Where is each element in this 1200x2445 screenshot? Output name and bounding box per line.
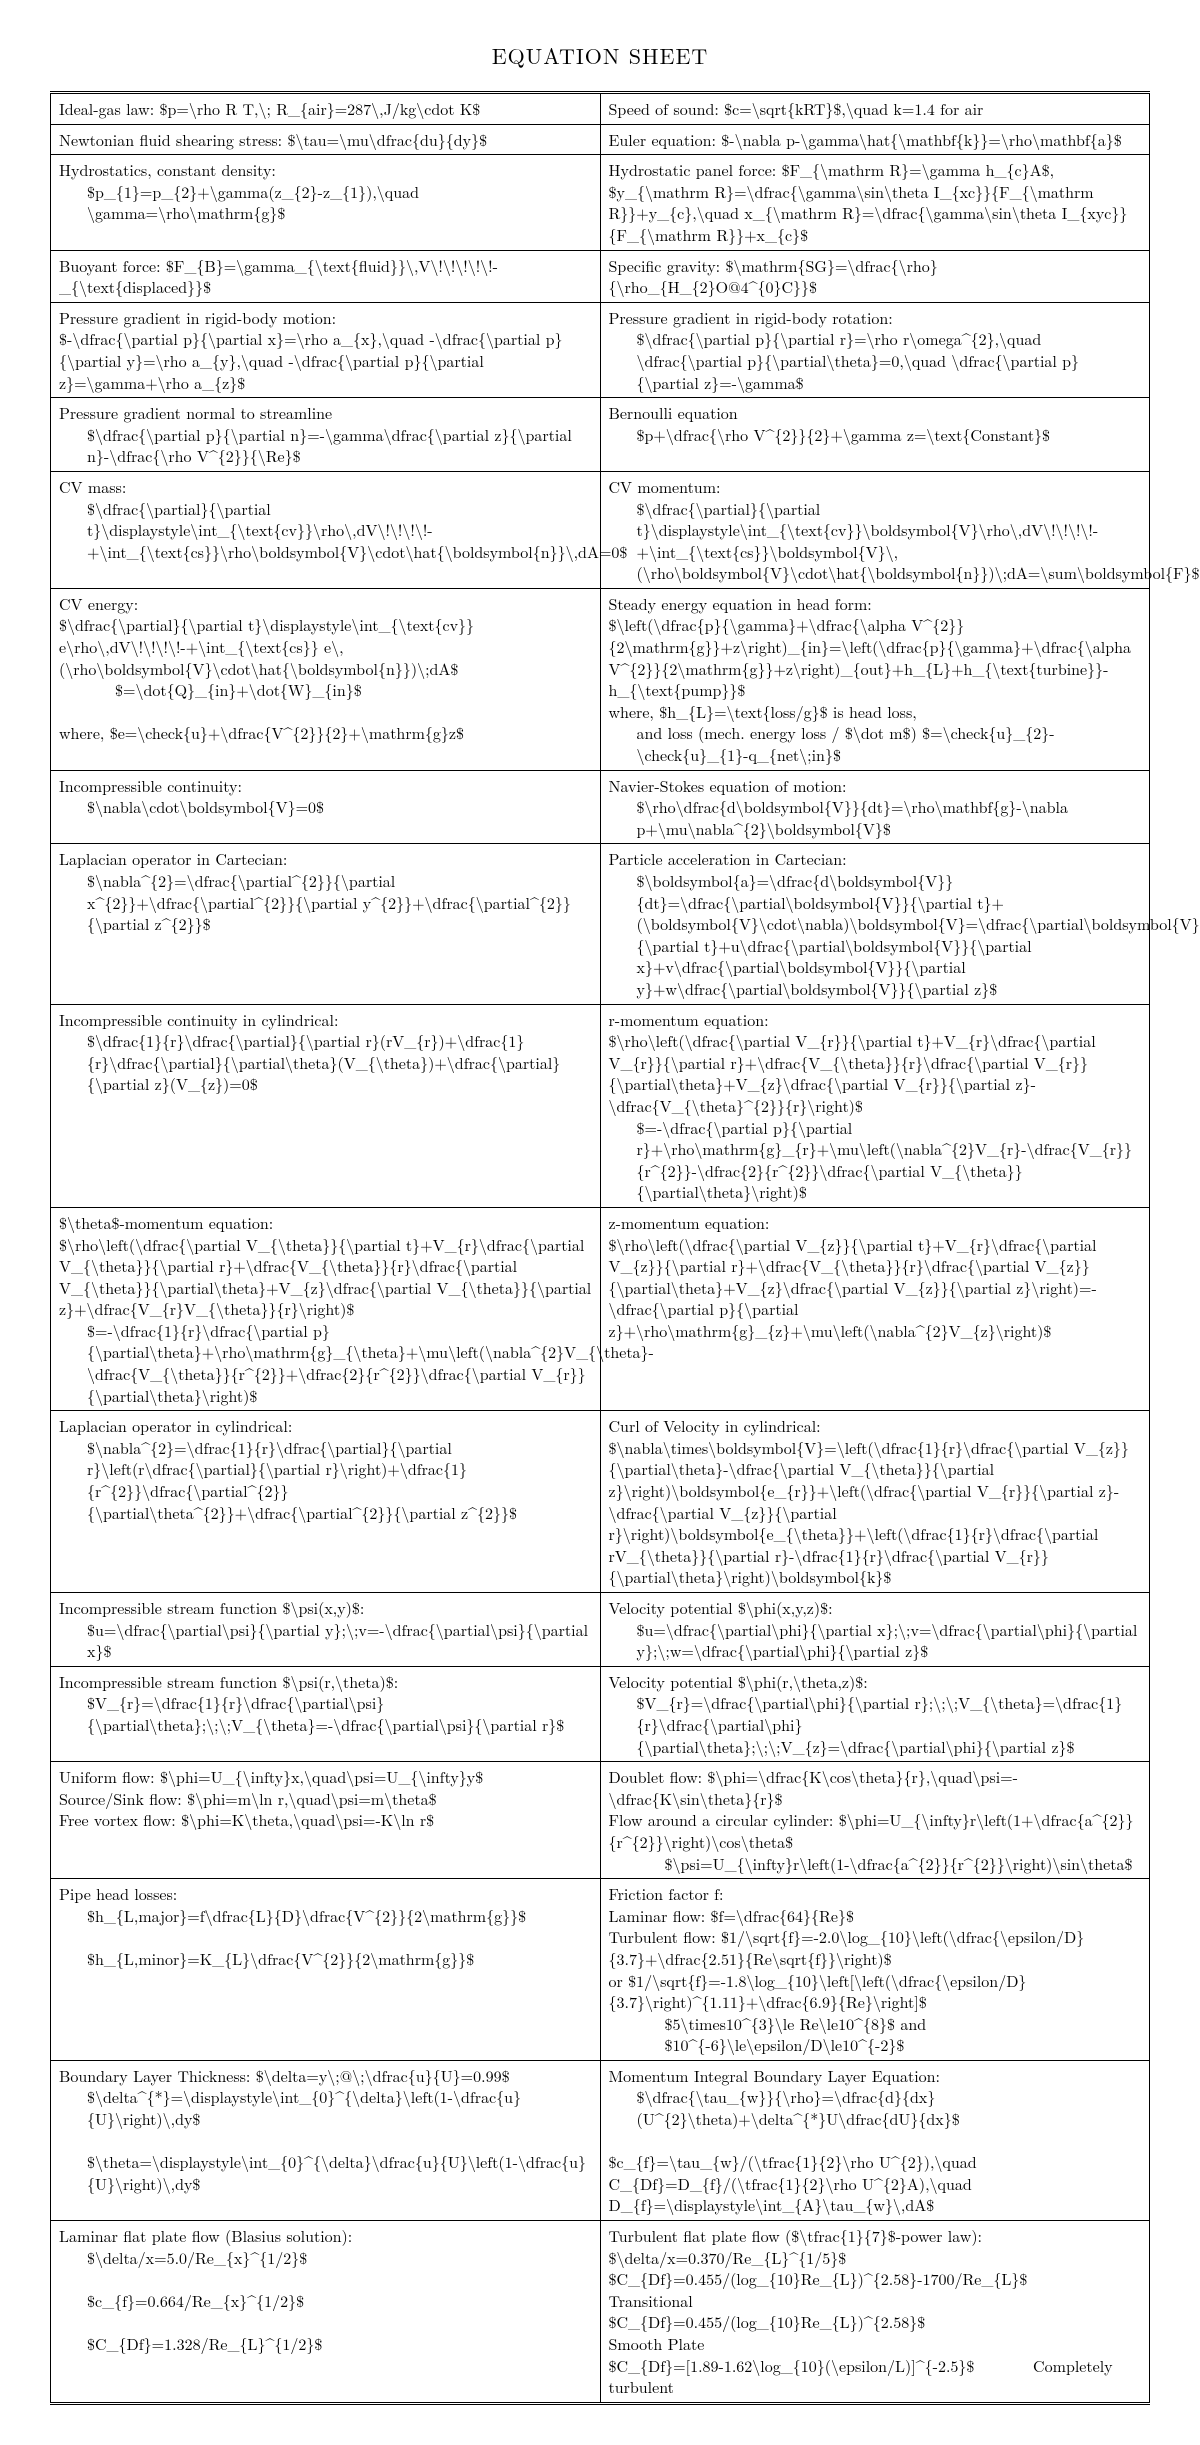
table-row: Hydrostatics, constant density:$p_{1}=p_… [51, 155, 1150, 250]
cell-left: Incompressible stream function $\psi(r,\… [51, 1666, 601, 1761]
cell-right: Steady energy equation in head form:$\le… [600, 588, 1150, 770]
table-row: Pressure gradient in rigid-body motion:$… [51, 302, 1150, 397]
table-row: Incompressible stream function $\psi(r,\… [51, 1666, 1150, 1761]
cell-right: CV momentum:$\dfrac{\partial}{\partial t… [600, 471, 1150, 588]
cell-left: Boundary Layer Thickness: $\delta=y\;@\;… [51, 2060, 601, 2220]
cell-right: Momentum Integral Boundary Layer Equatio… [600, 2060, 1150, 2220]
cell-left: Pressure gradient normal to streamline$\… [51, 398, 601, 472]
cell-right: Velocity potential $\phi(r,\theta,z)$:$V… [600, 1666, 1150, 1761]
cell-left: $\theta$-momentum equation:$\rho\left(\d… [51, 1207, 601, 1410]
cell-left: Incompressible continuity in cylindrical… [51, 1004, 601, 1207]
cell-left: Hydrostatics, constant density:$p_{1}=p_… [51, 155, 601, 250]
table-row: Newtonian fluid shearing stress: $\tau=\… [51, 124, 1150, 155]
table-row: Buoyant force: $F_{B}=\gamma_{\text{flui… [51, 250, 1150, 302]
cell-left: Laminar flat plate flow (Blasius solutio… [51, 2221, 601, 2404]
cell-right: Doublet flow: $\phi=\dfrac{K\cos\theta}{… [600, 1762, 1150, 1879]
table-row: Incompressible continuity in cylindrical… [51, 1004, 1150, 1207]
table-row: Ideal-gas law: $p=\rho R T,\; R_{air}=28… [51, 93, 1150, 125]
cell-right: Speed of sound: $c=\sqrt{kRT}$,\quad k=1… [600, 93, 1150, 125]
cell-right: z-momentum equation:$\rho\left(\dfrac{\p… [600, 1207, 1150, 1410]
cell-left: Laplacian operator in Cartecian:$\nabla^… [51, 844, 601, 1004]
cell-right: Euler equation: $-\nabla p-\gamma\hat{\m… [600, 124, 1150, 155]
cell-left: Incompressible stream function $\psi(x,y… [51, 1593, 601, 1667]
cell-left: CV energy:$\dfrac{\partial}{\partial t}\… [51, 588, 601, 770]
cell-right: Bernoulli equation$p+\dfrac{\rho V^{2}}{… [600, 398, 1150, 472]
cell-left: CV mass:$\dfrac{\partial}{\partial t}\di… [51, 471, 601, 588]
cell-left: Laplacian operator in cylindrical:$\nabl… [51, 1411, 601, 1593]
cell-right: Curl of Velocity in cylindrical:$\nabla\… [600, 1411, 1150, 1593]
cell-right: Friction factor f:Laminar flow: $f=\dfra… [600, 1879, 1150, 2061]
cell-left: Incompressible continuity:$\nabla\cdot\b… [51, 770, 601, 844]
table-row: Uniform flow: $\phi=U_{\infty}x,\quad\ps… [51, 1762, 1150, 1879]
cell-left: Uniform flow: $\phi=U_{\infty}x,\quad\ps… [51, 1762, 601, 1879]
cell-right: Navier-Stokes equation of motion:$\rho\d… [600, 770, 1150, 844]
cell-right: Velocity potential $\phi(x,y,z)$:$u=\dfr… [600, 1593, 1150, 1667]
table-row: Pressure gradient normal to streamline$\… [51, 398, 1150, 472]
table-row: Incompressible stream function $\psi(x,y… [51, 1593, 1150, 1667]
cell-left: Newtonian fluid shearing stress: $\tau=\… [51, 124, 601, 155]
table-row: CV energy:$\dfrac{\partial}{\partial t}\… [51, 588, 1150, 770]
cell-left: Pipe head losses:$h_{L,major}=f\dfrac{L}… [51, 1879, 601, 2061]
table-row: $\theta$-momentum equation:$\rho\left(\d… [51, 1207, 1150, 1410]
table-row: Pipe head losses:$h_{L,major}=f\dfrac{L}… [51, 1879, 1150, 2061]
table-row: Boundary Layer Thickness: $\delta=y\;@\;… [51, 2060, 1150, 2220]
table-row: Incompressible continuity:$\nabla\cdot\b… [51, 770, 1150, 844]
cell-right: Hydrostatic panel force: $F_{\mathrm R}=… [600, 155, 1150, 250]
cell-left: Pressure gradient in rigid-body motion:$… [51, 302, 601, 397]
page-title: EQUATION SHEET [50, 40, 1150, 71]
table-row: Laplacian operator in cylindrical:$\nabl… [51, 1411, 1150, 1593]
cell-right: Particle acceleration in Cartecian:$\bol… [600, 844, 1150, 1004]
equation-table: Ideal-gas law: $p=\rho R T,\; R_{air}=28… [50, 91, 1150, 2405]
cell-left: Ideal-gas law: $p=\rho R T,\; R_{air}=28… [51, 93, 601, 125]
cell-right: Pressure gradient in rigid-body rotation… [600, 302, 1150, 397]
cell-right: Turbulent flat plate flow ($\tfrac{1}{7}… [600, 2221, 1150, 2404]
table-row: CV mass:$\dfrac{\partial}{\partial t}\di… [51, 471, 1150, 588]
cell-right: Specific gravity: $\mathrm{SG}=\dfrac{\r… [600, 250, 1150, 302]
table-row: Laminar flat plate flow (Blasius solutio… [51, 2221, 1150, 2404]
cell-right: r-momentum equation:$\rho\left(\dfrac{\p… [600, 1004, 1150, 1207]
cell-left: Buoyant force: $F_{B}=\gamma_{\text{flui… [51, 250, 601, 302]
table-row: Laplacian operator in Cartecian:$\nabla^… [51, 844, 1150, 1004]
